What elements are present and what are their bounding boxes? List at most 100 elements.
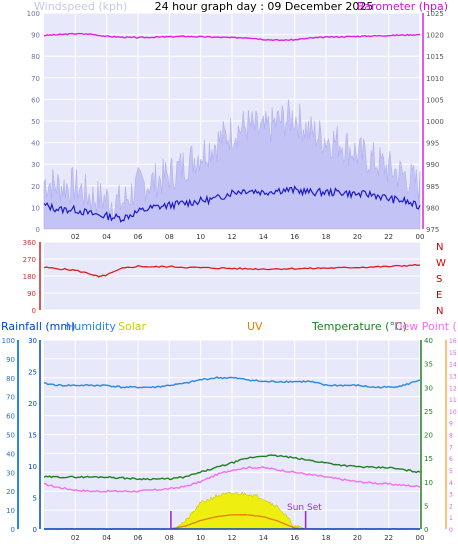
humidity-tick-label: 0 <box>11 526 15 534</box>
humidity-tick-label: 60 <box>6 413 15 421</box>
barometer-tick-label: 995 <box>426 140 439 148</box>
dew-point-tick-label: 6 <box>449 456 453 463</box>
rainfall-legend: Rainfall (mm) <box>1 320 75 333</box>
wind-x-tick-label: 10 <box>196 233 205 241</box>
humidity-tick-label: 50 <box>6 432 15 440</box>
humidity-x-tick-label: 20 <box>353 534 362 542</box>
humidity-x-tick-label: 10 <box>196 534 205 542</box>
rain-tick-label: 10 <box>28 463 37 471</box>
temperature-tick-label: 5 <box>424 502 428 510</box>
wind-gust-area <box>43 99 421 230</box>
dew-point-tick-label: 2 <box>449 503 453 510</box>
humidity-tick-label: 30 <box>6 469 15 477</box>
barometer-tick-label: 990 <box>426 161 439 169</box>
humidity-x-tick-label: 00 <box>416 534 425 542</box>
wind-tick-label: 40 <box>31 140 40 148</box>
wind-tick-label: 70 <box>31 75 40 83</box>
wind-x-tick-label: 06 <box>134 233 143 241</box>
wind-tick-label: 80 <box>31 53 40 61</box>
sun-set-label: Sun Set <box>287 503 322 513</box>
temperature-tick-label: 15 <box>424 455 433 463</box>
temperature-tick-label: 20 <box>424 432 433 440</box>
rain-tick-label: 0 <box>33 526 37 534</box>
temperature-tick-label: 0 <box>424 526 428 534</box>
temperature-line <box>43 454 421 481</box>
dew-point-legend: Dew Point (°C) <box>394 320 458 333</box>
wind-x-tick-label: 18 <box>322 233 331 241</box>
barometer-line <box>43 32 421 42</box>
humidity-tick-label: 90 <box>6 356 15 364</box>
direction-line <box>43 263 421 278</box>
barometer-tick-label: 1005 <box>426 96 444 104</box>
humidity-x-tick-label: 16 <box>290 534 299 542</box>
humidity-x-tick-label: 04 <box>102 534 111 542</box>
compass-label: N <box>436 242 443 253</box>
compass-label: W <box>436 258 446 269</box>
humidity-tick-label: 20 <box>6 488 15 496</box>
humidity-tick-label: 10 <box>6 507 15 515</box>
barometer-tick-label: 1025 <box>426 10 444 18</box>
rain-tick-label: 30 <box>28 337 37 345</box>
compass-label: E <box>436 290 442 301</box>
wind-axis-title: Windspeed (kph) <box>34 0 127 13</box>
wind-tick-label: 0 <box>36 226 40 234</box>
wind-tick-label: 60 <box>31 96 40 104</box>
barometer-axis-title: Barometer (hpa) <box>357 0 448 13</box>
wind-x-tick-label: 00 <box>416 233 425 241</box>
dew-point-tick-label: 14 <box>449 362 457 369</box>
barometer-tick-label: 1020 <box>426 32 444 40</box>
compass-label: S <box>436 274 442 285</box>
wind-x-tick-label: 08 <box>165 233 174 241</box>
compass-label: N <box>436 306 443 317</box>
humidity-tick-label: 80 <box>6 375 15 383</box>
barometer-tick-label: 985 <box>426 183 439 191</box>
wind-x-tick-label: 12 <box>228 233 237 241</box>
dew-point-tick-label: 7 <box>449 444 453 451</box>
humidity-x-tick-label: 12 <box>228 534 237 542</box>
dew-point-tick-label: 10 <box>449 409 457 416</box>
dew-point-tick-label: 3 <box>449 492 453 499</box>
humidity-x-tick-label: 22 <box>384 534 393 542</box>
humidity-line <box>44 376 421 389</box>
rain-tick-label: 20 <box>28 400 37 408</box>
direction-tick-label: 360 <box>23 239 36 247</box>
temperature-tick-label: 35 <box>424 361 433 369</box>
temperature-tick-label: 30 <box>424 384 433 392</box>
humidity-tick-label: 100 <box>2 337 15 345</box>
uv-legend: UV <box>247 320 263 333</box>
temperature-tick-label: 25 <box>424 408 433 416</box>
wind-tick-label: 20 <box>31 183 40 191</box>
dew-point-tick-label: 12 <box>449 385 457 392</box>
solar-legend: Solar <box>118 320 147 333</box>
dew-point-tick-label: 13 <box>449 373 457 380</box>
direction-tick-label: 90 <box>27 290 36 298</box>
direction-tick-label: 180 <box>23 273 36 281</box>
rain-tick-label: 25 <box>28 369 37 377</box>
dew-point-tick-label: 5 <box>449 468 453 475</box>
dew-point-tick-label: 16 <box>449 338 457 345</box>
dew-point-tick-label: 4 <box>449 480 453 487</box>
rain-tick-label: 15 <box>28 432 37 440</box>
humidity-tick-label: 40 <box>6 450 15 458</box>
humidity-x-tick-label: 02 <box>71 534 80 542</box>
temperature-legend: Temperature (°C) <box>311 320 407 333</box>
wind-x-tick-label: 02 <box>71 233 80 241</box>
barometer-tick-label: 975 <box>426 226 439 234</box>
dew-point-tick-label: 11 <box>449 397 457 404</box>
dew-point-tick-label: 0 <box>449 527 453 534</box>
barometer-tick-label: 1010 <box>426 75 444 83</box>
humidity-legend: Humidity <box>66 320 116 333</box>
humidity-x-tick-label: 08 <box>165 534 174 542</box>
wind-tick-label: 100 <box>27 10 40 18</box>
temperature-tick-label: 10 <box>424 479 433 487</box>
rain-tick-label: 5 <box>33 495 37 503</box>
barometer-tick-label: 1000 <box>426 118 444 126</box>
dew-point-tick-label: 8 <box>449 433 453 440</box>
temperature-tick-label: 40 <box>424 337 433 345</box>
page-title: 24 hour graph day : 09 December 2025 <box>155 0 374 13</box>
dew-point-tick-label: 9 <box>449 421 453 428</box>
wind-x-tick-label: 04 <box>102 233 111 241</box>
wind-tick-label: 10 <box>31 204 40 212</box>
wind-avg-line <box>43 185 421 223</box>
humidity-x-tick-label: 18 <box>322 534 331 542</box>
